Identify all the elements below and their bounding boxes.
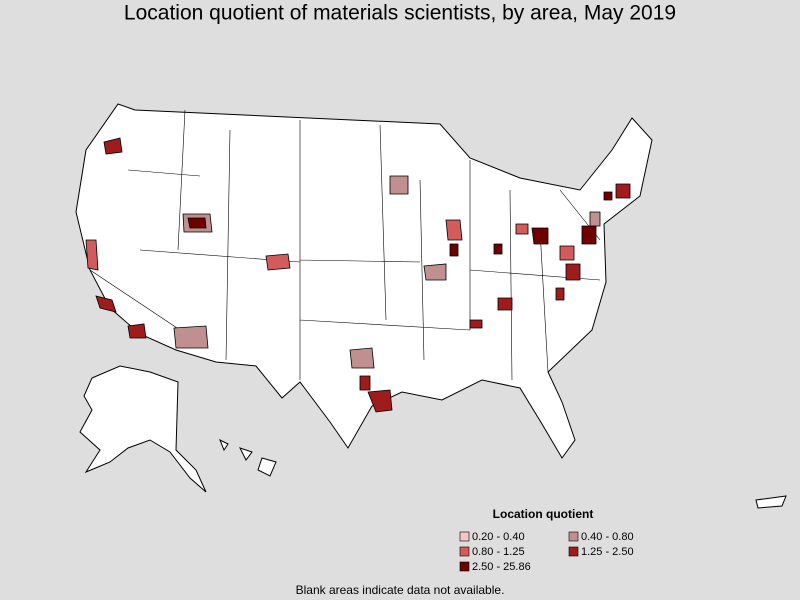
area xyxy=(559,245,575,261)
alaska xyxy=(79,365,207,493)
area xyxy=(445,219,463,241)
hawaii xyxy=(257,457,277,477)
area xyxy=(603,191,613,201)
area xyxy=(515,223,529,235)
legend-label: 2.50 - 25.86 xyxy=(472,561,531,573)
area xyxy=(265,253,291,271)
area xyxy=(531,227,549,245)
area xyxy=(565,263,581,281)
legend-label: 0.20 - 0.40 xyxy=(472,531,525,543)
area xyxy=(367,389,393,413)
hawaii xyxy=(239,447,253,461)
legend-label: 0.80 - 1.25 xyxy=(472,546,525,558)
area xyxy=(493,243,503,255)
area xyxy=(127,323,147,339)
legend-swatch xyxy=(568,531,579,542)
state-borders xyxy=(89,109,601,381)
area xyxy=(449,243,459,257)
area xyxy=(187,217,207,229)
hawaii xyxy=(219,438,229,452)
area xyxy=(589,211,601,227)
map xyxy=(75,103,787,509)
legend-swatch xyxy=(459,531,470,542)
area xyxy=(389,175,409,195)
map-title: Location quotient of materials scientist… xyxy=(124,2,676,25)
area xyxy=(173,325,209,349)
area xyxy=(95,295,117,313)
footnote: Blank areas indicate data not available. xyxy=(296,583,505,597)
area xyxy=(555,287,565,301)
legend-label: 0.40 - 0.80 xyxy=(581,531,634,543)
legend: Location quotient 0.20 - 0.40 0.40 - 0.80… xyxy=(459,507,634,573)
area xyxy=(359,375,371,391)
area xyxy=(349,347,375,369)
contiguous-us xyxy=(75,103,653,459)
area xyxy=(103,137,123,155)
legend-swatch xyxy=(459,561,470,572)
legend-label: 1.25 - 2.50 xyxy=(581,546,634,558)
legend-swatch xyxy=(568,546,579,557)
area xyxy=(615,183,631,199)
puerto-rico xyxy=(755,495,787,509)
area xyxy=(581,225,597,245)
legend-title: Location quotient xyxy=(493,507,594,521)
area xyxy=(85,239,99,271)
area xyxy=(469,319,483,329)
area xyxy=(423,263,447,281)
area xyxy=(497,297,513,311)
legend-swatch xyxy=(459,546,470,557)
